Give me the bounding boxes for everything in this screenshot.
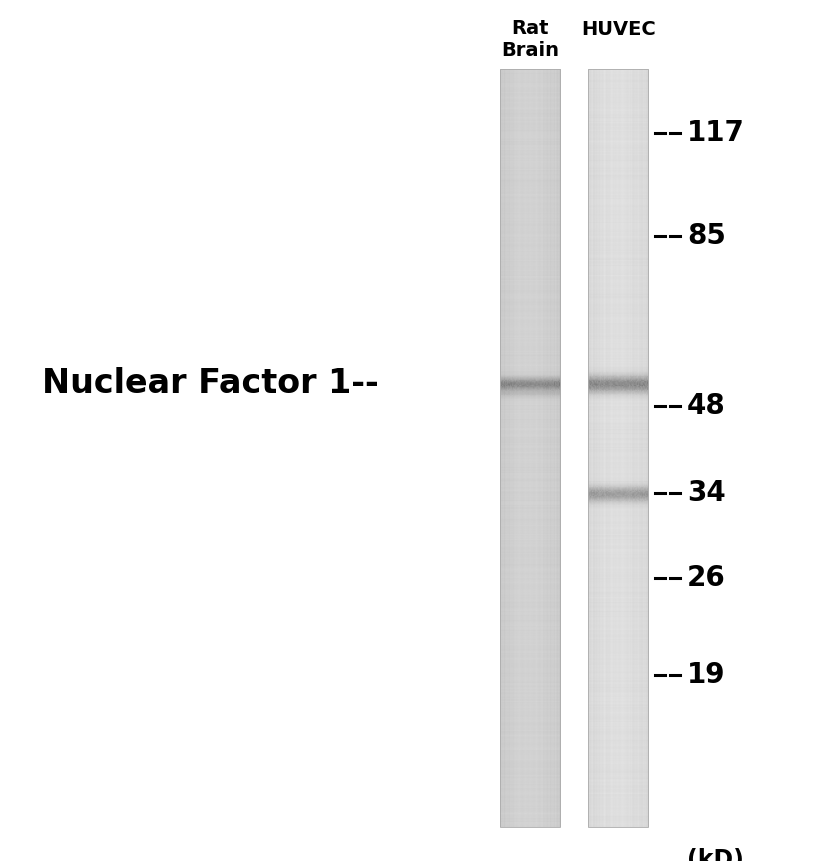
Text: 26: 26 xyxy=(687,564,726,592)
Bar xyxy=(500,69,560,827)
Text: HUVEC: HUVEC xyxy=(581,20,655,39)
Text: 85: 85 xyxy=(687,221,726,250)
Text: (kD): (kD) xyxy=(687,848,744,861)
Bar xyxy=(588,69,648,827)
Text: 34: 34 xyxy=(687,480,726,507)
Text: 48: 48 xyxy=(687,392,726,420)
Text: 19: 19 xyxy=(687,661,726,689)
Text: Nuclear Factor 1--: Nuclear Factor 1-- xyxy=(42,367,379,400)
Text: Rat
Brain: Rat Brain xyxy=(501,19,559,60)
Text: 117: 117 xyxy=(687,120,745,147)
